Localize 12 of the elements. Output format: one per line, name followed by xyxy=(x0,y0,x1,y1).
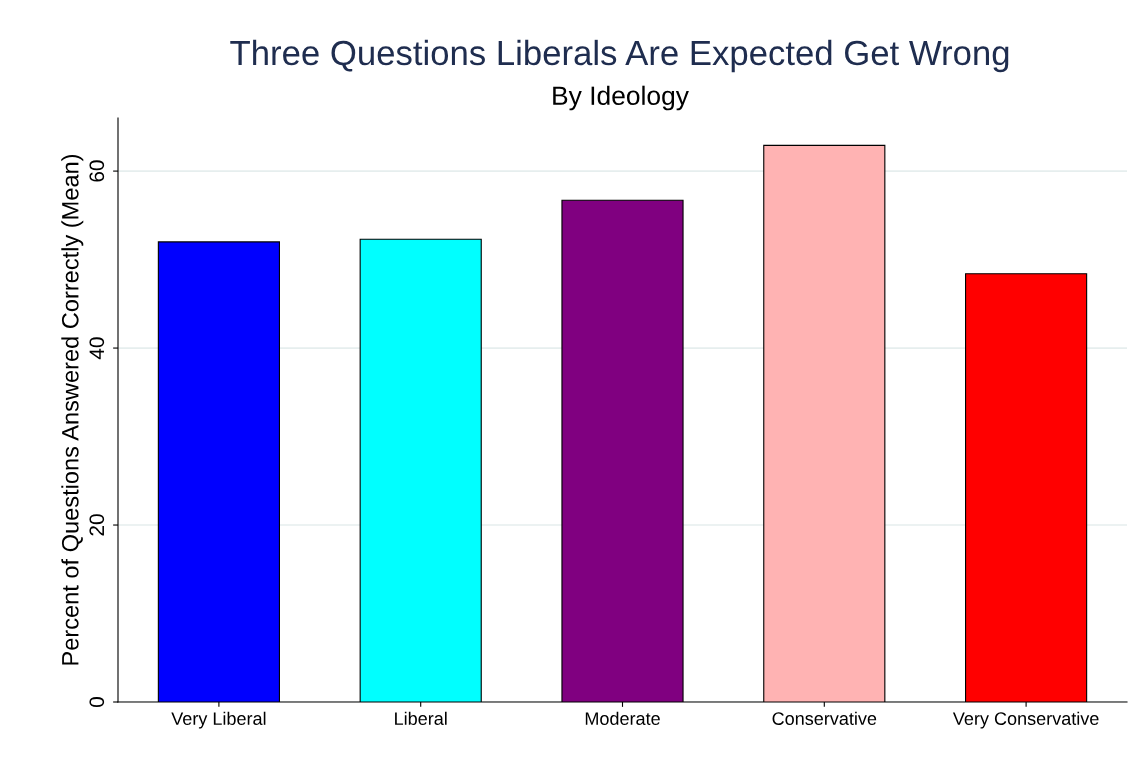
x-tick-label: Very Liberal xyxy=(171,711,266,729)
x-tick-label: Moderate xyxy=(585,711,660,725)
x-tick-label: Liberal xyxy=(395,711,447,725)
y-tick-label: 40 xyxy=(89,337,105,360)
y-axis-title: Percent of Questions Answered Correctly (Mean) xyxy=(61,154,84,665)
y-tick-label: 0 xyxy=(89,697,105,707)
chart-title: Three Questions Liberals Are Expected Get Wrong xyxy=(230,39,1009,73)
y-tick-label: 20 xyxy=(89,514,105,536)
chart-subtitle: By Ideology xyxy=(553,85,689,111)
x-tick-label: Conservative xyxy=(772,711,877,725)
x-tick-label: Very Conservative xyxy=(952,711,1099,729)
y-tick-label: 60 xyxy=(89,160,105,182)
